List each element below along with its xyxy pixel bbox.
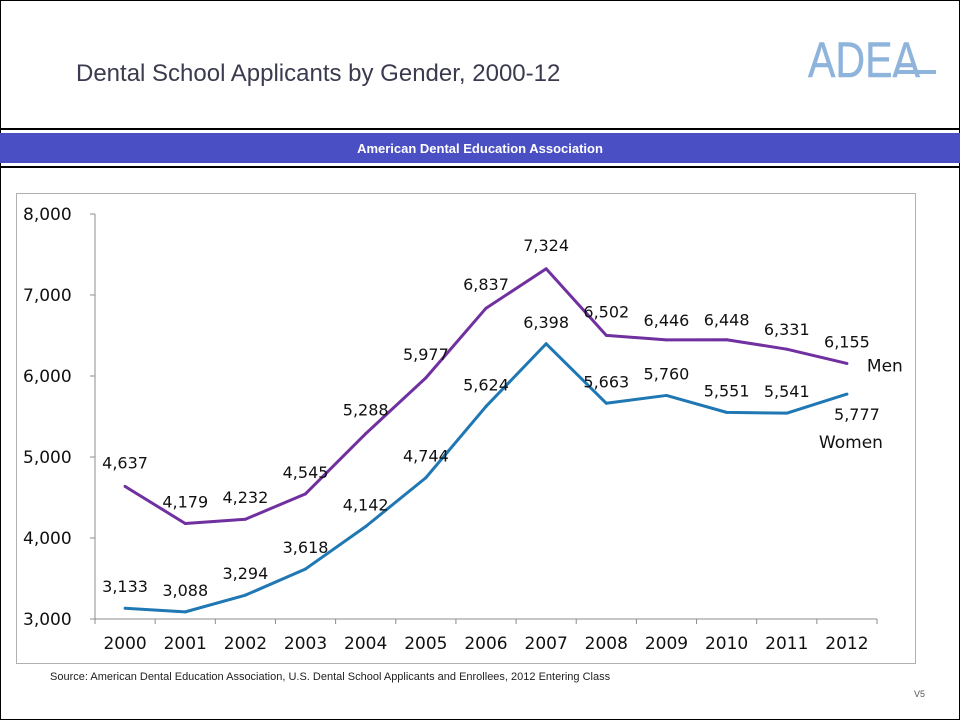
x-tick-label: 2005 <box>404 634 447 654</box>
women-point <box>183 610 187 614</box>
men-data-label: 6,502 <box>583 302 629 321</box>
women-point <box>243 593 247 597</box>
men-point <box>604 333 608 337</box>
men-point <box>123 484 127 488</box>
men-point <box>484 306 488 310</box>
women-point <box>484 404 488 408</box>
women-point <box>304 567 308 571</box>
women-data-label: 3,618 <box>283 538 329 557</box>
women-point <box>123 606 127 610</box>
women-data-label: 4,744 <box>403 447 449 466</box>
y-tick-label: 3,000 <box>23 610 72 630</box>
x-tick-label: 2000 <box>103 634 146 654</box>
y-tick-label: 5,000 <box>23 448 72 468</box>
x-tick-label: 2004 <box>344 634 387 654</box>
men-point <box>845 361 849 365</box>
bottom-rule <box>0 166 960 168</box>
men-point <box>664 338 668 342</box>
women-data-label: 3,088 <box>162 581 208 600</box>
x-tick-label: 2001 <box>164 634 207 654</box>
top-rule <box>0 128 960 130</box>
women-series-label: Women <box>819 433 883 453</box>
men-data-label: 4,179 <box>162 493 208 512</box>
men-data-label: 4,232 <box>222 488 268 507</box>
adea-logo-underline <box>898 70 936 74</box>
women-data-label: 5,551 <box>704 381 750 400</box>
men-data-label: 7,324 <box>523 236 569 255</box>
banner: American Dental Education Association <box>0 133 960 163</box>
chart-box: 3,000 4,000 5,000 6,000 7,000 8,000 2000 2001 20… <box>16 193 916 664</box>
source-note: Source: American Dental Education Associ… <box>50 671 611 683</box>
women-point <box>424 476 428 480</box>
men-data-label: 5,977 <box>403 345 449 364</box>
women-point <box>785 411 789 415</box>
women-data-label: 5,760 <box>644 364 690 383</box>
women-data-label: 5,777 <box>834 405 880 424</box>
men-point <box>424 376 428 380</box>
x-tick-label: 2011 <box>765 634 808 654</box>
y-tick-label: 8,000 <box>23 205 72 225</box>
x-tick-label: 2002 <box>224 634 267 654</box>
women-data-label: 5,663 <box>583 372 629 391</box>
y-tick-label: 4,000 <box>23 529 72 549</box>
y-tick-label: 6,000 <box>23 367 72 387</box>
women-data-label: 6,398 <box>523 313 569 332</box>
banner-text: American Dental Education Association <box>357 140 603 156</box>
women-point <box>364 524 368 528</box>
women-point <box>544 342 548 346</box>
y-tick-label: 7,000 <box>23 286 72 306</box>
x-tick-label: 2008 <box>585 634 628 654</box>
men-series-label: Men <box>867 356 903 376</box>
men-point <box>183 522 187 526</box>
women-data-label: 3,294 <box>222 564 268 583</box>
slide-number: V5 <box>914 689 926 699</box>
men-point <box>785 347 789 351</box>
adea-logo-text: ADEA <box>808 32 921 86</box>
x-tick-label: 2010 <box>705 634 748 654</box>
women-data-label: 3,133 <box>102 577 148 596</box>
x-tick-label: 2012 <box>825 634 868 654</box>
men-point <box>544 267 548 271</box>
x-tick-label: 2009 <box>645 634 688 654</box>
women-point <box>664 393 668 397</box>
men-data-label: 6,837 <box>463 275 509 294</box>
men-point <box>304 492 308 496</box>
men-data-label: 6,331 <box>764 320 810 339</box>
page-title: Dental School Applicants by Gender, 2000… <box>76 60 561 87</box>
men-data-label: 6,155 <box>824 332 870 351</box>
men-data-label: 6,446 <box>644 311 690 330</box>
men-point <box>725 338 729 342</box>
x-tick-label: 2003 <box>284 634 327 654</box>
women-point <box>845 392 849 396</box>
x-tick-label: 2007 <box>525 634 568 654</box>
x-tick-label: 2006 <box>464 634 507 654</box>
women-data-label: 4,142 <box>343 495 389 514</box>
women-data-label: 5,541 <box>764 382 810 401</box>
men-data-label: 4,637 <box>102 453 148 472</box>
women-point <box>725 410 729 414</box>
women-data-label: 5,624 <box>463 375 509 394</box>
men-point <box>364 432 368 436</box>
men-data-label: 5,288 <box>343 401 389 420</box>
men-point <box>243 517 247 521</box>
line-chart: 3,000 4,000 5,000 6,000 7,000 8,000 2000 2001 20… <box>23 205 903 654</box>
men-data-label: 4,545 <box>283 463 329 482</box>
women-point <box>604 401 608 405</box>
adea-logo: ADEA <box>808 32 936 86</box>
men-data-label: 6,448 <box>704 311 750 330</box>
